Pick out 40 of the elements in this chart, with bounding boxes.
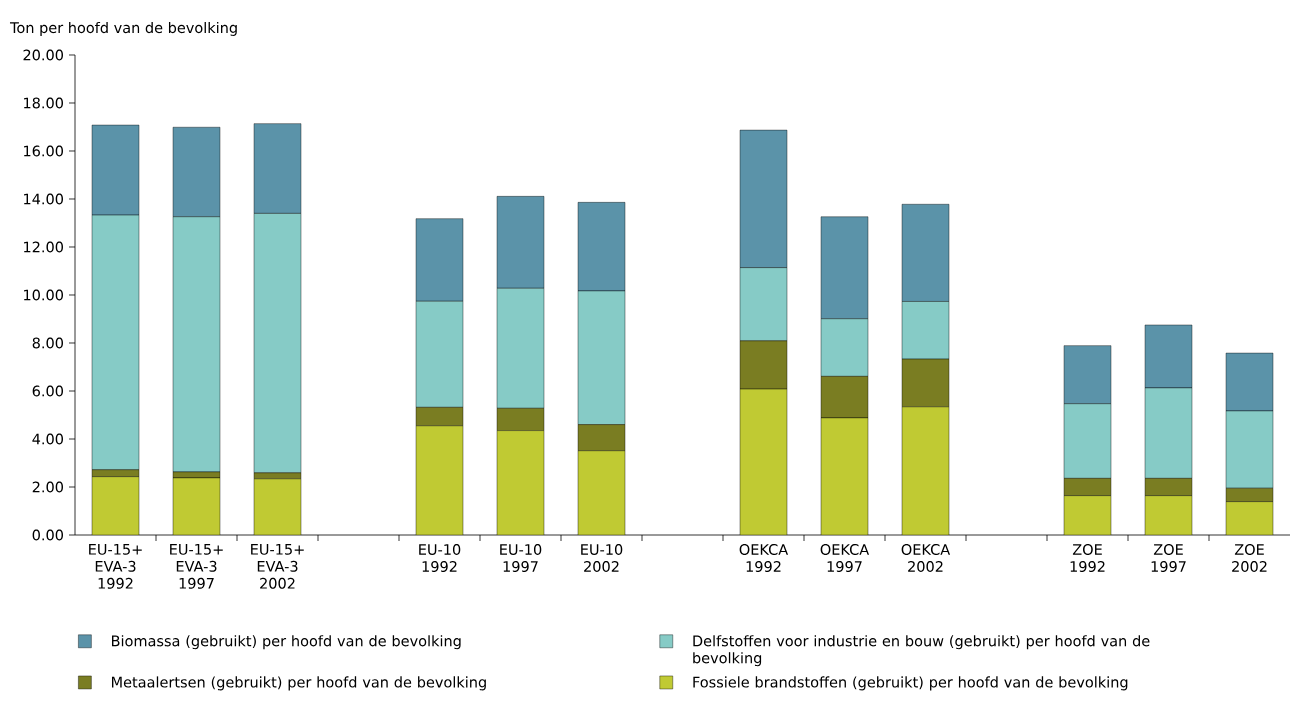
bar [1225, 501, 1274, 535]
x-tick-label: OEKCA 1997 [820, 544, 870, 572]
y-tick-label: 10.00 [24, 289, 63, 301]
x-tick-label: ZOE 2002 [1232, 544, 1267, 572]
y-tick-label: 0.00 [32, 529, 63, 541]
x-tick-label: ZOE 1992 [1070, 544, 1105, 572]
y-axis-title: Ton per hoofd van de bevolking [9, 21, 237, 36]
bar [901, 406, 950, 535]
y-tick-label: 16.00 [24, 145, 63, 157]
y-tick-label: 6.00 [32, 385, 63, 397]
x-tick-label: EU-15+ EVA-3 1997 [170, 544, 223, 589]
bar [1063, 495, 1112, 535]
bar [91, 476, 140, 535]
y-tick-label: 14.00 [24, 193, 63, 205]
legend-label: Fossiele brandstoffen (gebruikt) per hoofd van de bevolking [693, 676, 1128, 691]
x-tick-label: EU-15+ EVA-3 1992 [89, 544, 142, 589]
x-tick-label: OEKCA 1992 [739, 544, 789, 572]
y-tick-label: 8.00 [32, 337, 63, 349]
bar [172, 477, 221, 535]
y-tick-label: 4.00 [32, 433, 63, 445]
x-tick-label: EU-10 1997 [500, 544, 542, 572]
legend-label: Biomassa (gebruikt) per hoofd van de bevolking [112, 635, 461, 650]
y-tick-label: 18.00 [24, 97, 63, 109]
x-tick-label: ZOE 1997 [1151, 544, 1186, 572]
legend-label: Metaalertsen (gebruikt) per hoofd van de bevolking [112, 676, 486, 691]
y-tick-label: 20.00 [23, 49, 63, 61]
y-tick-label: 2.00 [32, 481, 63, 493]
bar [253, 478, 302, 535]
legend-label: Delfstoffen voor industrie en bouw (gebruikt) per hoofd van de bevolking [693, 635, 1150, 667]
bar [1144, 495, 1193, 535]
bar [415, 425, 464, 535]
x-tick-label: EU-10 1992 [419, 544, 461, 572]
bar [739, 388, 788, 535]
x-tick-label: EU-15+ EVA-3 2002 [251, 544, 304, 589]
y-tick-label: 12.00 [24, 241, 63, 253]
bar [496, 430, 545, 535]
x-tick-label: OEKCA 2002 [901, 544, 951, 572]
bar [577, 450, 626, 535]
bar [820, 417, 869, 535]
x-tick-label: EU-10 2002 [581, 544, 623, 572]
